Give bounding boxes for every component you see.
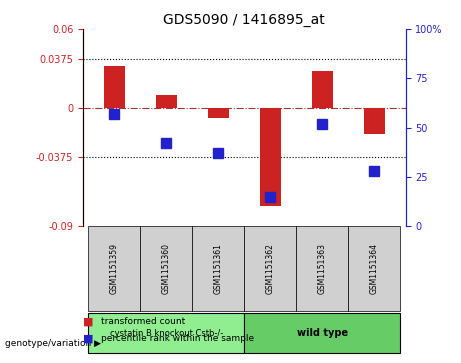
Text: ■: ■ [83, 333, 94, 343]
FancyBboxPatch shape [244, 313, 401, 354]
Title: GDS5090 / 1416895_at: GDS5090 / 1416895_at [164, 13, 325, 26]
Text: ■: ■ [83, 316, 94, 326]
FancyBboxPatch shape [88, 313, 244, 354]
Text: wild type: wild type [297, 328, 348, 338]
FancyBboxPatch shape [192, 226, 244, 311]
Text: transformed count: transformed count [101, 317, 186, 326]
FancyBboxPatch shape [140, 226, 192, 311]
Bar [208, 108, 229, 118]
Text: cystatin B knockout Cstb-/-: cystatin B knockout Cstb-/- [110, 329, 223, 338]
Text: GSM1151360: GSM1151360 [162, 243, 171, 294]
Bar [156, 95, 177, 108]
Bar [104, 66, 124, 108]
Bar [312, 71, 333, 108]
Text: GSM1151362: GSM1151362 [266, 243, 275, 294]
Text: GSM1151361: GSM1151361 [214, 243, 223, 294]
Text: percentile rank within the sample: percentile rank within the sample [101, 334, 254, 343]
FancyBboxPatch shape [244, 226, 296, 311]
Text: GSM1151359: GSM1151359 [110, 243, 119, 294]
Text: GSM1151363: GSM1151363 [318, 243, 327, 294]
Bar [260, 108, 281, 207]
Text: genotype/variation ▶: genotype/variation ▶ [5, 339, 100, 347]
Bar [364, 108, 385, 134]
FancyBboxPatch shape [88, 226, 140, 311]
FancyBboxPatch shape [296, 226, 349, 311]
FancyBboxPatch shape [349, 226, 401, 311]
Text: GSM1151364: GSM1151364 [370, 243, 379, 294]
